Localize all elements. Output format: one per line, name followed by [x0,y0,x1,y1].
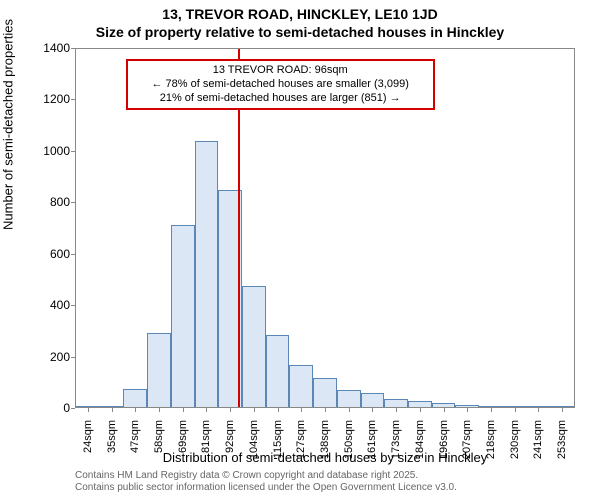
y-tick-label: 0 [30,401,70,415]
x-tick-mark [349,408,350,412]
x-tick-mark [372,408,373,412]
x-tick-mark [230,408,231,412]
attribution-line2: Contains public sector information licen… [75,482,457,494]
y-tick-mark [71,408,75,409]
x-tick-mark [467,408,468,412]
histogram-bar [100,406,124,407]
x-tick-mark [206,408,207,412]
y-tick-mark [71,357,75,358]
histogram-bar [479,406,503,407]
x-tick-mark [491,408,492,412]
histogram-bar [550,406,574,407]
histogram-bar [76,406,100,407]
chart-title-line2: Size of property relative to semi-detach… [0,24,600,40]
y-tick-label: 1400 [30,41,70,55]
y-tick-mark [71,202,75,203]
histogram-bar [384,399,408,407]
x-tick-mark [112,408,113,412]
histogram-bar [289,365,313,407]
chart-container: 13, TREVOR ROAD, HINCKLEY, LE10 1JD Size… [0,0,600,500]
x-tick-mark [135,408,136,412]
x-tick-mark [444,408,445,412]
y-axis-label: Number of semi-detached properties [1,19,16,230]
x-tick-mark [183,408,184,412]
attribution: Contains HM Land Registry data © Crown c… [75,470,457,494]
histogram-bar [337,390,361,407]
x-tick-mark [278,408,279,412]
histogram-bar [361,393,385,407]
y-tick-label: 200 [30,350,70,364]
histogram-bar [408,401,432,407]
x-tick-mark [515,408,516,412]
annotation-box: 13 TREVOR ROAD: 96sqm← 78% of semi-detac… [126,59,435,110]
x-tick-mark [538,408,539,412]
histogram-bar [432,403,456,407]
histogram-bar [171,225,195,407]
histogram-bar [123,389,147,407]
y-tick-mark [71,99,75,100]
attribution-line1: Contains HM Land Registry data © Crown c… [75,470,457,482]
y-tick-mark [71,254,75,255]
y-tick-mark [71,305,75,306]
chart-title-line1: 13, TREVOR ROAD, HINCKLEY, LE10 1JD [0,6,600,22]
x-tick-mark [396,408,397,412]
annotation-line2: ← 78% of semi-detached houses are smalle… [134,78,427,92]
histogram-bar [503,406,527,407]
histogram-bar [313,378,337,407]
histogram-bar [147,333,171,407]
x-tick-mark [420,408,421,412]
histogram-bar [527,406,551,407]
x-tick-mark [325,408,326,412]
y-tick-mark [71,151,75,152]
plot-area: 13 TREVOR ROAD: 96sqm← 78% of semi-detac… [75,48,575,408]
annotation-line1: 13 TREVOR ROAD: 96sqm [134,64,427,78]
y-tick-label: 800 [30,195,70,209]
y-tick-mark [71,48,75,49]
y-tick-label: 400 [30,298,70,312]
y-tick-label: 600 [30,247,70,261]
x-tick-mark [88,408,89,412]
x-tick-mark [562,408,563,412]
y-tick-label: 1000 [30,144,70,158]
histogram-bar [266,335,290,407]
x-axis-label: Distribution of semi-detached houses by … [75,450,575,465]
x-tick-mark [159,408,160,412]
histogram-bar [195,141,219,407]
y-tick-label: 1200 [30,92,70,106]
x-tick-mark [254,408,255,412]
x-tick-mark [301,408,302,412]
histogram-bar [455,405,479,407]
annotation-line3: 21% of semi-detached houses are larger (… [134,92,427,106]
histogram-bar [242,286,266,407]
